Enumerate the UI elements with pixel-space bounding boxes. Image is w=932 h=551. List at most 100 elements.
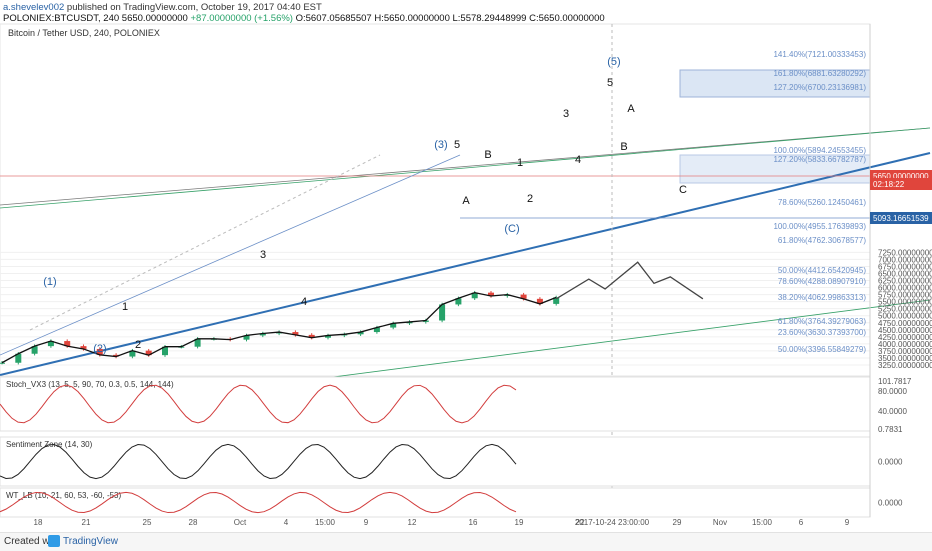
wave-label: B xyxy=(620,141,627,153)
indicator-line xyxy=(0,491,517,514)
wave-label: A xyxy=(462,195,470,207)
projected-wave-path xyxy=(555,261,704,300)
price-tick: 3250.00000000 xyxy=(878,361,932,370)
footer-bar: Created with TradingView xyxy=(0,532,932,551)
time-tick: 29 xyxy=(673,518,682,527)
price-tick: 4750.00000000 xyxy=(878,319,932,328)
candle-body xyxy=(439,304,446,321)
fib-level-label: 61.80%(3764.39279063) xyxy=(778,317,866,326)
candle-body xyxy=(162,346,168,356)
price-tick: 4500.00000000 xyxy=(878,326,932,335)
time-tick: 28 xyxy=(189,518,198,527)
fib-zone-lower xyxy=(679,154,871,184)
fib-level-label: 161.80%(6881.63280292) xyxy=(773,69,866,78)
indicator-tick: 0.7831 xyxy=(878,425,903,434)
level-tag-bg xyxy=(870,212,932,224)
candle-body xyxy=(455,298,462,305)
candle-body xyxy=(390,323,397,328)
fib-level-label: 61.80%(4762.30678577) xyxy=(778,236,866,245)
time-tick: Oct xyxy=(234,518,247,527)
price-tick: 5500.00000000 xyxy=(878,298,932,307)
wave-label: 5 xyxy=(607,77,613,89)
fib-level-label: 127.20%(5833.66782787) xyxy=(773,155,866,164)
time-tick: 15:00 xyxy=(752,518,773,527)
candle-body xyxy=(64,341,71,347)
time-tick: 4 xyxy=(284,518,289,527)
chart-canvas[interactable]: 141.40%(7121.00333453) 161.80%(6881.63280… xyxy=(0,0,932,532)
wave-label: (C) xyxy=(504,223,519,235)
fib-level-label: 50.00%(3396.55849279) xyxy=(778,345,866,354)
wave-label: 4 xyxy=(575,154,581,166)
candle-body xyxy=(471,292,478,299)
price-tick: 6750.00000000 xyxy=(878,262,932,271)
candle-body xyxy=(325,335,331,338)
candle-body xyxy=(0,362,5,364)
price-tick: 7000.00000000 xyxy=(878,255,932,264)
price-tick: 5750.00000000 xyxy=(878,291,932,300)
candle-body xyxy=(80,346,87,349)
candle-body xyxy=(357,332,364,335)
fib-level-label: 78.60%(4288.08907910) xyxy=(778,277,866,286)
candle-body xyxy=(292,332,299,335)
candle-body xyxy=(15,353,22,363)
level-tag: 5093.16651539 xyxy=(873,214,929,223)
fib-level-label: 78.60%(5260.12450461) xyxy=(778,198,866,207)
candle-body xyxy=(113,354,120,357)
candle-body xyxy=(373,327,380,333)
indicator-tick: 101.7817 xyxy=(878,377,912,386)
price-tick: 6000.00000000 xyxy=(878,284,932,293)
candle-body xyxy=(488,292,494,297)
candle-body xyxy=(422,320,429,322)
time-tick: 18 xyxy=(34,518,43,527)
channel-line-grey xyxy=(0,127,931,206)
chart-title: Bitcoin / Tether USD, 240, POLONIEX xyxy=(8,28,160,38)
price-tick: 5250.00000000 xyxy=(878,305,932,314)
wave-label: 2 xyxy=(135,339,141,351)
candle-body xyxy=(259,333,266,336)
price-tick: 4000.00000000 xyxy=(878,340,932,349)
indicator-tick: 0.0000 xyxy=(878,458,903,467)
fib-level-label: 23.60%(3630.37393700) xyxy=(778,328,866,337)
indicator-line xyxy=(0,384,517,424)
last-price: 5650.00000000 xyxy=(121,13,188,24)
author-link[interactable]: a.shevelev002 xyxy=(3,2,65,13)
wave-label: 3 xyxy=(563,108,569,120)
uptrend-line xyxy=(0,152,931,376)
elliott-wave-path xyxy=(1,291,557,364)
price-change: +87.00000000 (+1.56%) xyxy=(190,13,293,24)
price-tick: 3500.00000000 xyxy=(878,354,932,363)
price-tick: 7250.00000000 xyxy=(878,248,932,257)
wave-label: A xyxy=(627,103,635,115)
candle-body xyxy=(194,338,201,347)
fan-line xyxy=(0,154,461,356)
wave-label: 1 xyxy=(517,157,523,169)
candle-body xyxy=(243,335,250,340)
publish-info: a.shevelev002 published on TradingView.c… xyxy=(3,2,322,13)
candle-body xyxy=(276,332,283,334)
time-tick: 9 xyxy=(364,518,369,527)
candle-body xyxy=(406,321,413,324)
indicator-tick: 0.0000 xyxy=(878,499,903,508)
current-price-tag: 5650.00000000 xyxy=(873,172,929,181)
indicator-name: WT_LB (10, 21, 60, 53, -60, -53) xyxy=(6,491,122,500)
footer-brand[interactable]: TradingView xyxy=(63,536,119,547)
time-tick: 25 xyxy=(143,518,152,527)
wave-label: B xyxy=(484,149,491,161)
wave-label: (2) xyxy=(93,343,106,355)
price-tick: 6250.00000000 xyxy=(878,277,932,286)
time-tick: 15:00 xyxy=(315,518,336,527)
wave-label: 2 xyxy=(527,193,533,205)
indicator-line xyxy=(0,443,517,480)
time-tick: 6 xyxy=(799,518,804,527)
time-tick: Nov xyxy=(713,518,727,527)
wave-label: 5 xyxy=(454,139,460,151)
indicator-tick: 40.0000 xyxy=(878,407,907,416)
fib-level-label: 127.20%(6700.23136981) xyxy=(773,83,866,92)
symbol-ohlc-line: POLONIEX:BTCUSDT, 240 5650.00000000 +87.… xyxy=(3,13,605,24)
time-tick: 2017-10-24 23:00:00 xyxy=(575,518,650,527)
price-tick: 3750.00000000 xyxy=(878,347,932,356)
wave-label: (1) xyxy=(43,276,56,288)
time-tick: 16 xyxy=(469,518,478,527)
countdown-tag: 02:18:22 xyxy=(873,180,905,189)
time-tick: 12 xyxy=(408,518,417,527)
